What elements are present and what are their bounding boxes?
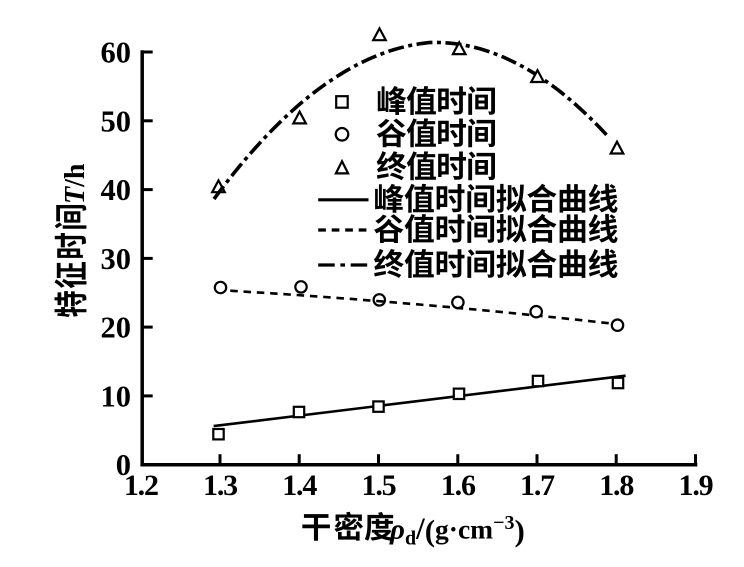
svg-text:ρd/(g·cm−3): ρd/(g·cm−3) [389,511,525,550]
svg-text:30: 30 [101,242,132,276]
svg-text:40: 40 [101,173,132,207]
svg-text:1.7: 1.7 [520,469,555,502]
svg-text:10: 10 [101,379,132,413]
svg-text:1.2: 1.2 [124,469,158,502]
svg-text:20: 20 [101,311,132,345]
svg-text:1.8: 1.8 [599,469,633,502]
svg-text:1.6: 1.6 [441,469,476,502]
svg-text:0: 0 [116,448,131,482]
svg-text:50: 50 [101,104,132,138]
svg-text:1.9: 1.9 [679,469,713,502]
svg-text:1.5: 1.5 [362,469,396,502]
svg-text:1.3: 1.3 [203,469,237,502]
svg-text:1.4: 1.4 [282,469,317,502]
svg-text:60: 60 [101,36,132,70]
svg-text:T/h: T/h [60,163,91,204]
